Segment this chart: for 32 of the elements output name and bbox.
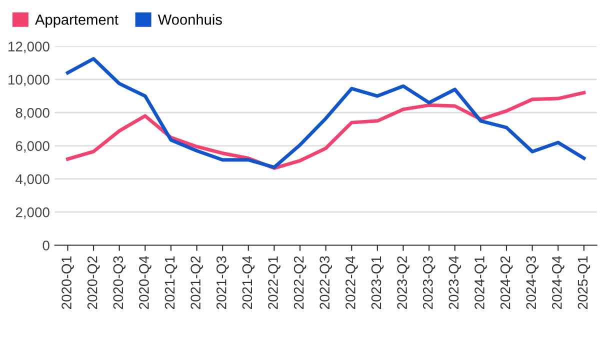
x-tick-label: 2022-Q2 xyxy=(294,256,306,310)
x-tick-label: 2023-Q4 xyxy=(448,256,462,310)
x-tick-label: 2024-Q3 xyxy=(526,256,539,310)
y-tick-label: 0 xyxy=(42,240,50,250)
x-tick-label: 2022-Q4 xyxy=(346,256,358,310)
legend-label: Woonhuis xyxy=(158,14,222,25)
line-series xyxy=(66,57,586,170)
y-tick-label: 10,000 xyxy=(8,74,50,86)
x-tick-label: 2022-Q1 xyxy=(268,256,280,310)
x-tick-label: 2021-Q2 xyxy=(190,256,203,310)
legend-label: Appartement xyxy=(35,14,118,28)
x-tick-label: 2020-Q4 xyxy=(139,256,152,310)
x-tick-label: 2025-Q1 xyxy=(578,256,590,310)
x-tick-label: 2021-Q4 xyxy=(242,256,255,310)
x-tick-label: 2021-Q3 xyxy=(216,256,229,310)
y-tick-label: 2,000 xyxy=(16,207,50,219)
x-tick-label: 2024-Q1 xyxy=(474,256,487,310)
x-tick-label: 2021-Q1 xyxy=(164,256,178,310)
line-series xyxy=(66,90,586,170)
y-tick-label: 8,000 xyxy=(16,108,50,120)
x-tick-label: 2020-Q1 xyxy=(62,256,74,310)
x-tick-label: 2023-Q3 xyxy=(422,256,436,310)
x-tick-label: 2020-Q3 xyxy=(113,256,126,310)
x-tick-label: 2023-Q1 xyxy=(371,256,384,310)
x-tick-label: 2023-Q2 xyxy=(397,256,410,310)
y-tick-label: 12,000 xyxy=(8,42,50,54)
x-tick-label: 2024-Q4 xyxy=(552,256,564,310)
x-tick-label: 2022-Q3 xyxy=(320,256,332,310)
y-tick-label: 6,000 xyxy=(16,141,50,153)
x-tick-label: 2024-Q2 xyxy=(500,256,513,310)
x-tick-label: 2020-Q2 xyxy=(87,256,100,310)
y-tick-label: 4,000 xyxy=(16,174,50,186)
